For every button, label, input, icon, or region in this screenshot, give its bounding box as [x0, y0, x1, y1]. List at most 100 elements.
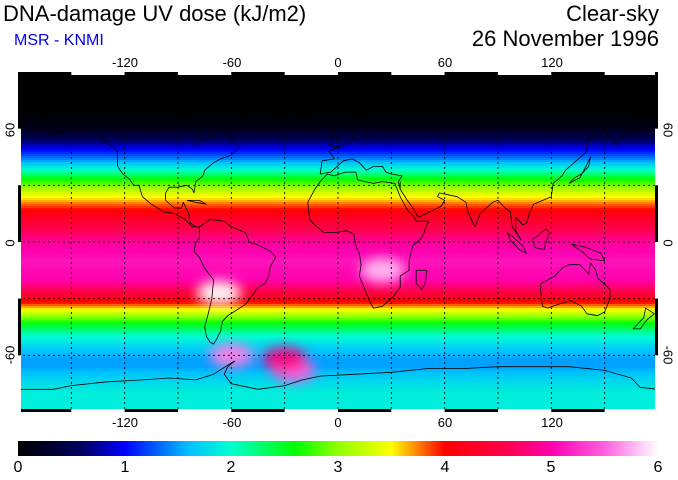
field-band [18, 150, 658, 153]
field-band [18, 80, 658, 83]
field-band [18, 268, 658, 271]
frame-segment [338, 72, 392, 75]
field-band [18, 90, 658, 93]
field-band [18, 404, 658, 407]
bottom-lon-label: -120 [111, 415, 139, 430]
uv-hotspot [360, 258, 405, 283]
frame-segment [655, 185, 658, 242]
field-band [18, 360, 658, 363]
coastline-uk [326, 132, 341, 148]
field-band [18, 400, 658, 403]
uv-hotspot [196, 281, 241, 305]
field-band [18, 194, 658, 197]
field-band [18, 234, 658, 237]
field-band [18, 220, 658, 223]
field-band [18, 314, 658, 317]
colorbar-tick-label: 2 [226, 459, 236, 476]
field-band [18, 394, 658, 397]
field-band [18, 278, 658, 281]
field-band [18, 134, 658, 137]
colorbar-gradient [18, 441, 658, 456]
field-band [18, 230, 658, 233]
field-band [18, 110, 658, 113]
frame-segment [498, 409, 552, 412]
uv-dose-map [18, 72, 658, 412]
frame-segment [18, 298, 21, 356]
field-band [18, 258, 658, 261]
colorbar-tick-label: 3 [333, 459, 343, 476]
frame-segment [18, 242, 21, 299]
colorbar-tick-label: 0 [13, 459, 23, 476]
field-band [18, 88, 658, 91]
colorbar-tick-label: 1 [120, 459, 130, 476]
frame-segment [551, 409, 605, 412]
frame-segment [18, 185, 21, 242]
coastline-sumatra [506, 232, 527, 254]
field-band [18, 200, 658, 203]
field-band [18, 108, 658, 111]
field-band [18, 270, 658, 273]
field-band [18, 244, 658, 247]
top-lon-label: 0 [334, 55, 342, 70]
lat-lon-grid [18, 72, 658, 412]
field-band [18, 144, 658, 147]
field-band [18, 284, 658, 287]
field-band [18, 198, 658, 201]
field-band [18, 238, 658, 241]
field-band [18, 294, 658, 297]
coastline-madagascar [415, 269, 428, 290]
frame-segment [284, 409, 338, 412]
field-band [18, 298, 658, 301]
field-band [18, 180, 658, 183]
frame-segment [18, 128, 21, 186]
field-band [18, 148, 658, 151]
coastline-borneo [531, 228, 550, 251]
field-band [18, 208, 658, 211]
frame-segment [71, 72, 125, 75]
field-band [18, 84, 658, 87]
colorbar [18, 441, 658, 456]
field-band [18, 388, 658, 391]
field-band [18, 384, 658, 387]
field-band [18, 364, 658, 367]
frame-segment [124, 409, 178, 412]
field-band [18, 250, 658, 253]
field-band [18, 154, 658, 157]
frame-segment [284, 72, 338, 75]
field-band [18, 170, 658, 173]
field-band [18, 358, 658, 361]
frame-segment [178, 409, 232, 412]
frame-segment [551, 72, 605, 75]
right-lat-label: 0 [660, 239, 676, 247]
field-band [18, 320, 658, 323]
field-band [18, 204, 658, 207]
frame-segment [655, 128, 658, 186]
frame-segment [655, 72, 658, 129]
frame-segment [655, 355, 658, 412]
frame-segment [18, 72, 21, 129]
field-band [18, 224, 658, 227]
coastline-africa [307, 171, 430, 309]
top-lon-label: 120 [541, 55, 563, 70]
frame-segment [391, 72, 445, 75]
coastline-japan [568, 156, 591, 184]
field-band [18, 288, 658, 291]
colorbar-tick-label: 6 [653, 459, 663, 476]
field-band [18, 344, 658, 347]
left-lat-label: -60 [2, 345, 18, 365]
field-band [18, 160, 658, 163]
frame-segment [18, 355, 21, 412]
frame-segment [71, 409, 125, 412]
bottom-lon-label: 60 [437, 415, 453, 430]
coastline-new-zealand [632, 307, 655, 330]
field-band [18, 174, 658, 177]
field-band [18, 78, 658, 81]
field-band [18, 338, 658, 341]
field-band [18, 120, 658, 123]
map-frame [18, 72, 658, 412]
uv-hotspot [262, 347, 307, 372]
field-band [18, 308, 658, 311]
field-band [18, 290, 658, 293]
field-band [18, 74, 658, 77]
frame-segment [18, 72, 72, 75]
